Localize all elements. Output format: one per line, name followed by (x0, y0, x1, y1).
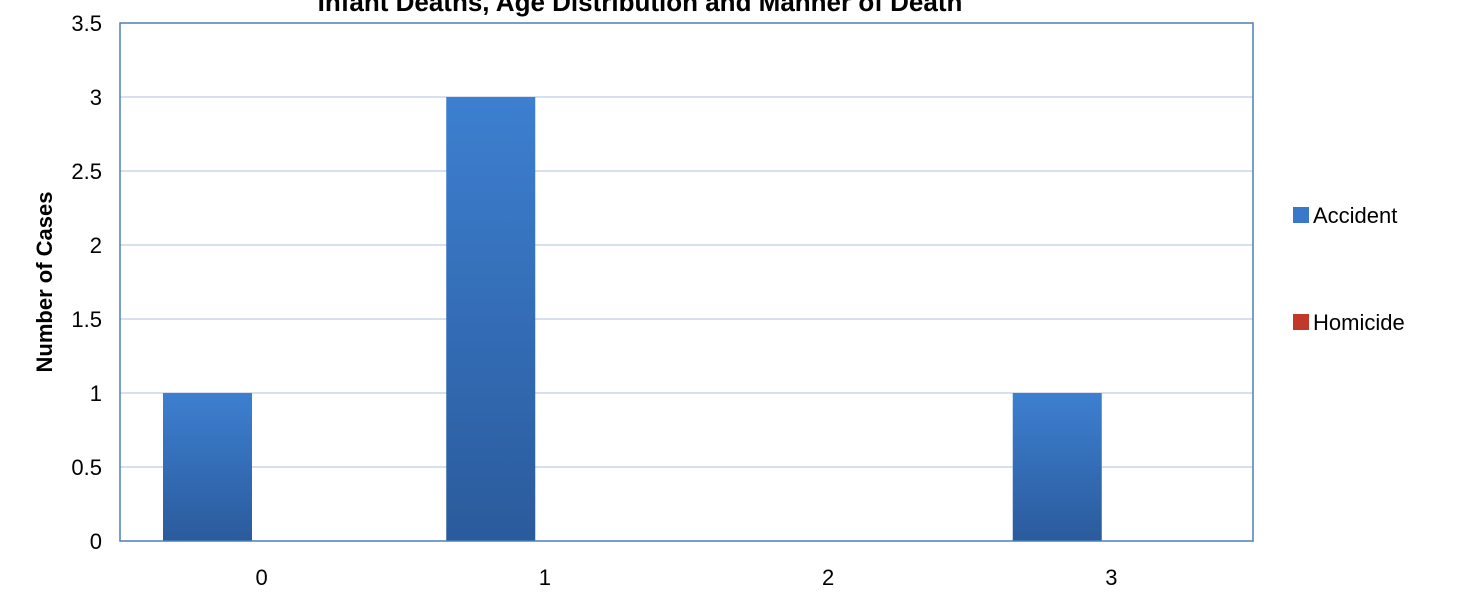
plot-area-frame (119, 22, 1254, 542)
bar-accident-3 (1012, 393, 1102, 541)
legend: Accident Homicide (1293, 203, 1405, 335)
bar-accident-0 (163, 393, 252, 541)
y-tick-label: 3 (90, 85, 102, 110)
x-tick-label: 3 (1105, 565, 1117, 590)
legend-swatch-homicide (1293, 314, 1309, 330)
y-tick-label: 0.5 (71, 455, 102, 480)
y-tick-label: 3.5 (71, 11, 102, 36)
bars (163, 97, 1102, 541)
legend-swatch-accident (1293, 207, 1309, 223)
x-tick-label: 2 (822, 565, 834, 590)
legend-label-homicide: Homicide (1313, 310, 1405, 335)
y-tick-label: 2 (90, 233, 102, 258)
x-axis-tick-labels: 0 1 2 3 (256, 565, 1118, 590)
y-tick-label: 1 (90, 381, 102, 406)
y-tick-label: 0 (90, 529, 102, 554)
x-tick-label: 0 (256, 565, 268, 590)
y-axis-label: Number of Cases (32, 192, 57, 373)
legend-label-accident: Accident (1313, 203, 1397, 228)
chart-title: Infant Deaths, Age Distribution and Mann… (318, 0, 963, 17)
y-tick-label: 2.5 (71, 159, 102, 184)
x-tick-label: 1 (539, 565, 551, 590)
y-tick-label: 1.5 (71, 307, 102, 332)
bar-accident-1 (446, 97, 536, 541)
y-axis-tick-labels: 0 0.5 1 1.5 2 2.5 3 3.5 (71, 11, 102, 554)
